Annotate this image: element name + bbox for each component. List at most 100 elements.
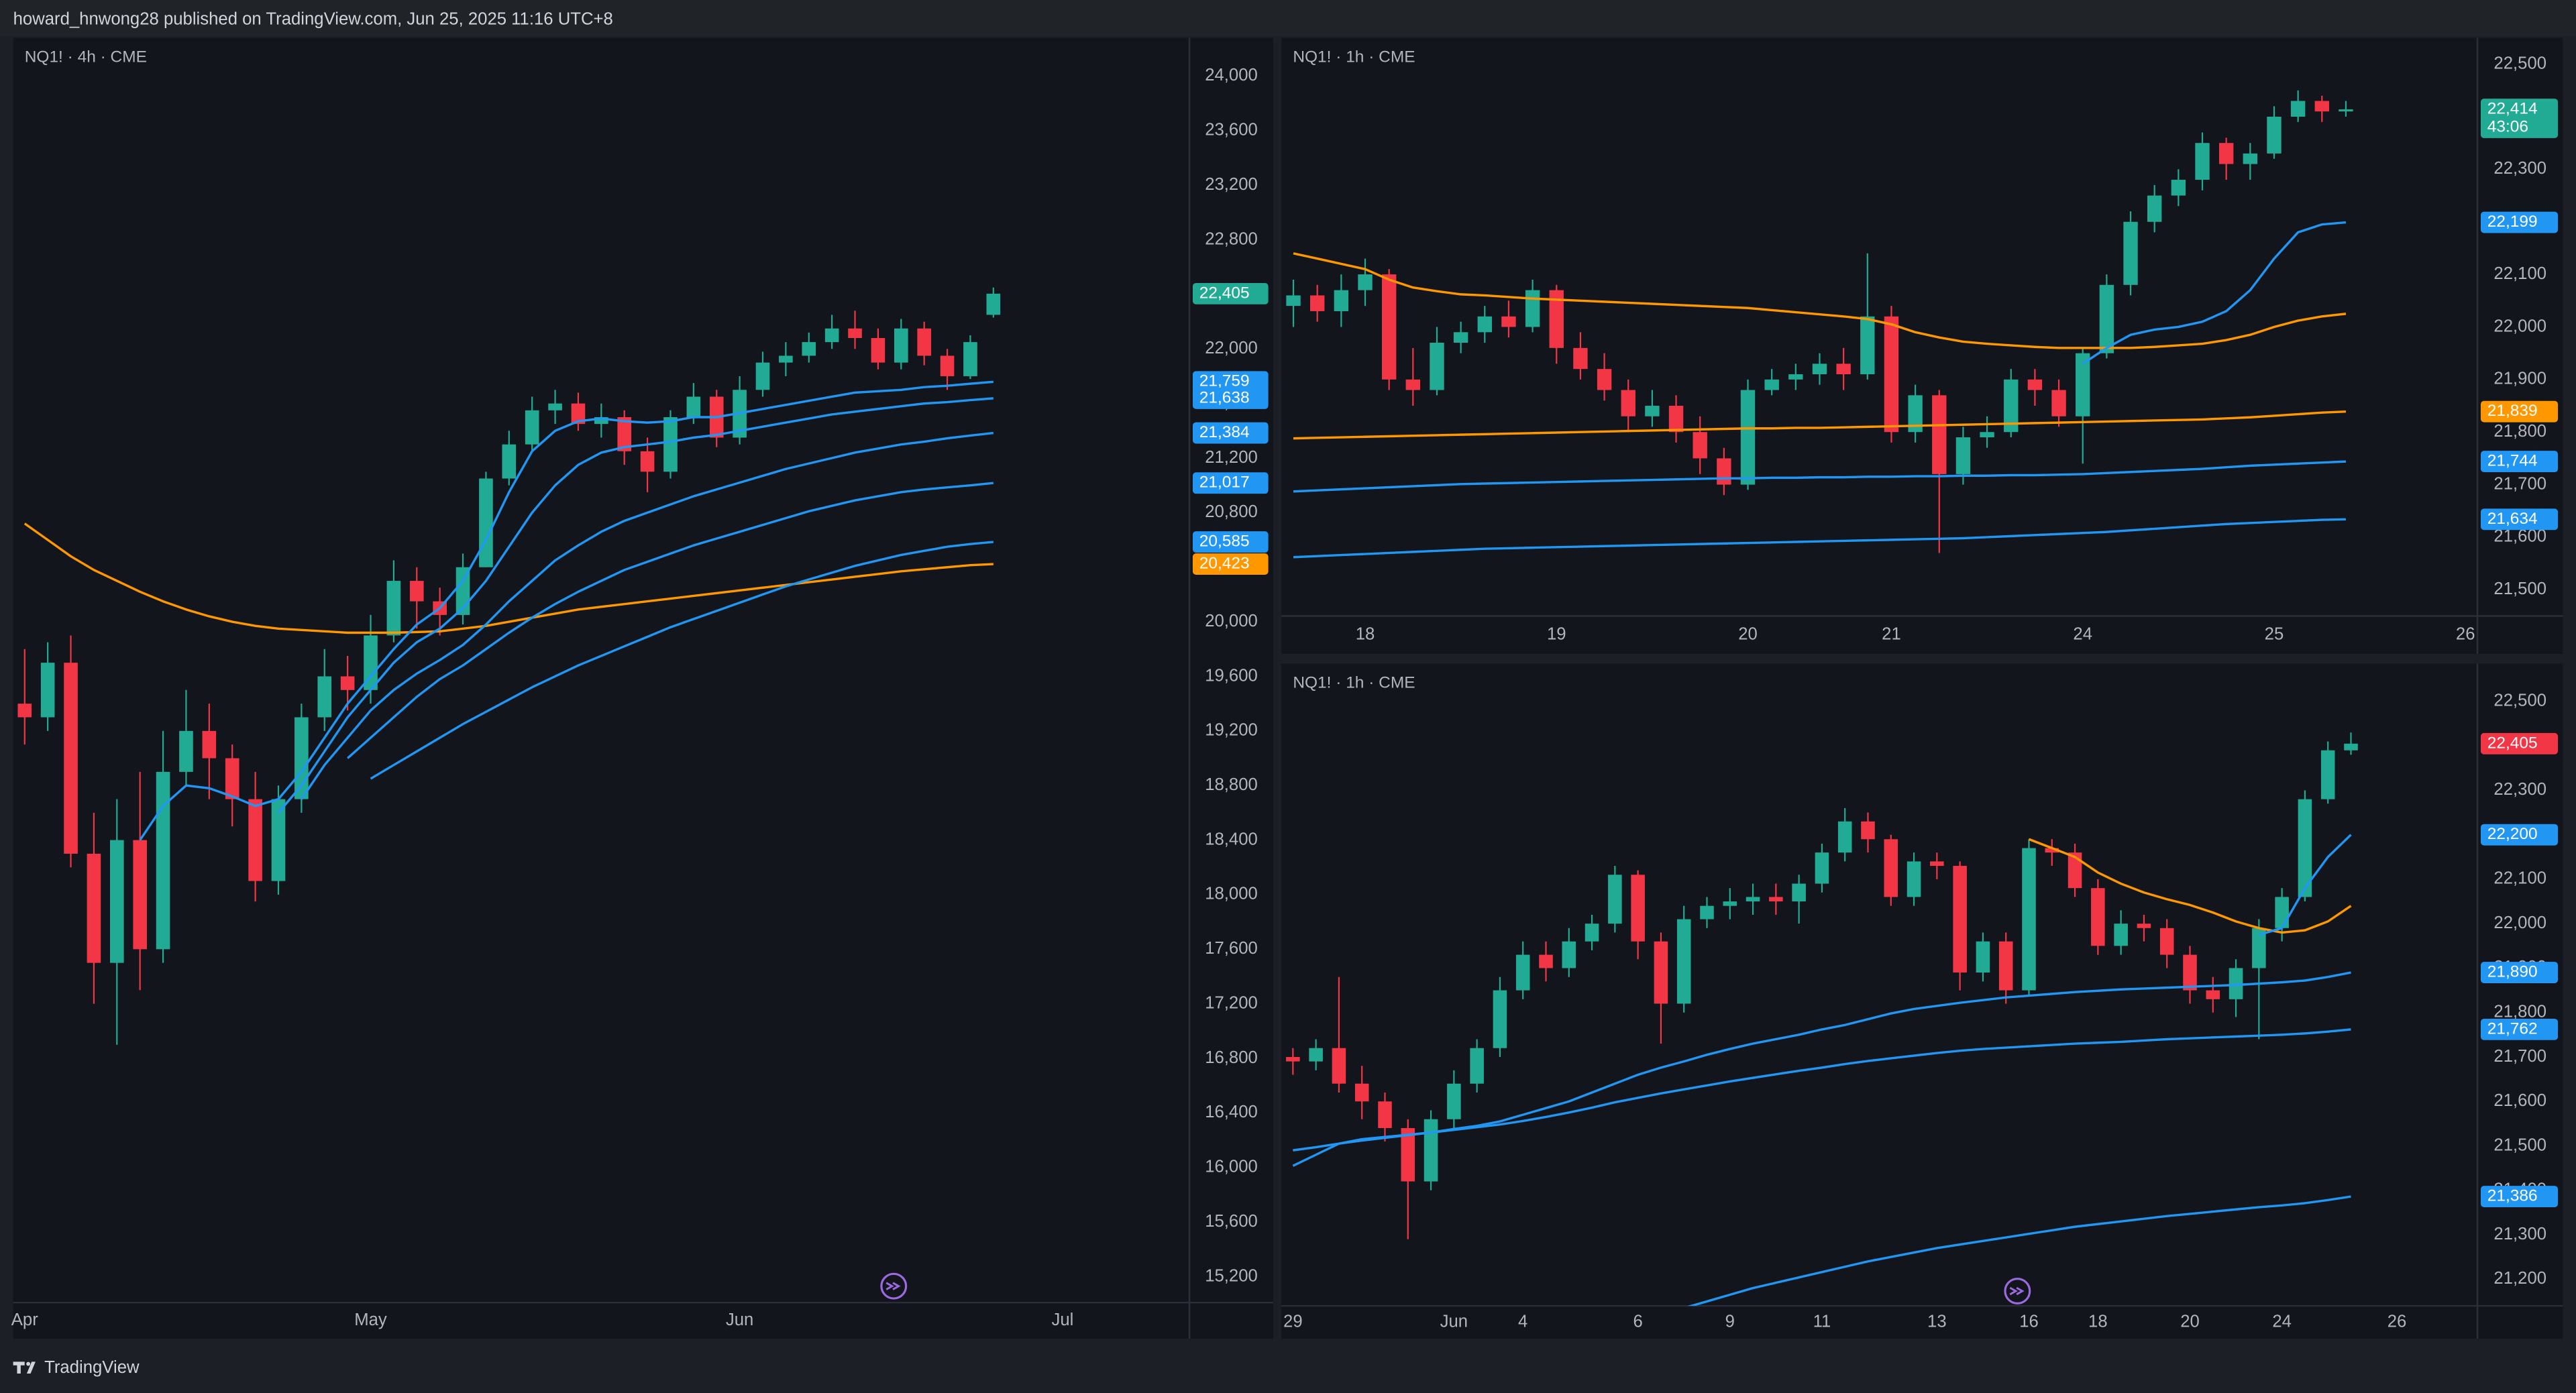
x-tick-label: Jun (1440, 1312, 1468, 1331)
candle-body (2290, 101, 2306, 117)
candle-body (2206, 990, 2220, 999)
header-text: howard_hnwong28 published on TradingView… (13, 9, 613, 28)
candle-body (1788, 374, 1803, 380)
candle-body (1769, 897, 1783, 902)
price-label: 21,384 (1199, 423, 1250, 441)
price-label: 22,199 (2487, 213, 2538, 231)
y-tick-label: 21,300 (2493, 1225, 2546, 1243)
price-label: 21,634 (2487, 510, 2538, 528)
x-tick-label: 9 (1725, 1312, 1735, 1331)
y-tick-label: 22,000 (2493, 913, 2546, 932)
candle-body (640, 451, 655, 472)
y-tick-label: 21,500 (2493, 579, 2546, 598)
candle-body (2183, 954, 2197, 991)
price-label: 21,839 (2487, 402, 2538, 420)
candle-body (2091, 888, 2105, 946)
scroll-icon[interactable] (2004, 1278, 2031, 1304)
candle-body (686, 396, 701, 417)
moving-average-line (1293, 518, 2346, 559)
x-tick-label: 24 (2073, 624, 2092, 643)
price-label: 22,414 (2487, 100, 2538, 118)
x-tick-label: 20 (2180, 1312, 2200, 1331)
y-tick-label: 22,000 (1205, 339, 1258, 357)
candle-body (1717, 458, 1731, 485)
candle-body (2195, 143, 2210, 180)
candle-body (1453, 332, 1468, 343)
y-tick-label: 16,000 (1205, 1158, 1258, 1176)
moving-average-line (1293, 460, 2347, 493)
candle-body (1562, 941, 1576, 968)
candle-body (248, 799, 262, 881)
candle-body (1621, 390, 1635, 416)
price-label-box (2480, 824, 2559, 846)
x-tick-label: 11 (1813, 1312, 1831, 1331)
price-label-box (1192, 531, 1269, 553)
candle-body (1430, 342, 1444, 390)
candle-body (317, 676, 332, 718)
x-tick-label: 26 (2387, 1312, 2407, 1331)
candle-body (2068, 852, 2082, 889)
y-tick-label: 21,700 (2493, 474, 2546, 493)
candle-body (1477, 316, 1492, 333)
candle-body (340, 676, 355, 690)
y-tick-label: 21,600 (2493, 1091, 2546, 1110)
moving-average-line (346, 482, 994, 759)
price-label-box (1192, 553, 1269, 575)
candle-body (940, 355, 955, 376)
plot-area (1286, 732, 2358, 1306)
candle-body (871, 337, 885, 363)
moving-average-line (2082, 221, 2347, 365)
x-tick-label: 16 (2019, 1312, 2039, 1331)
candle-body (1812, 364, 1827, 375)
y-tick-label: 21,700 (2493, 1047, 2546, 1066)
candle-body (2099, 284, 2114, 353)
price-label-box (2480, 732, 2559, 755)
candle-body (64, 663, 78, 854)
chart-panel: 21,20021,30021,40021,50021,60021,70021,8… (1281, 663, 2563, 1339)
x-tick-label: 24 (2272, 1312, 2292, 1331)
x-tick-label: 21 (1882, 624, 1901, 643)
candle-body (1447, 1083, 1461, 1119)
y-tick-label: 23,200 (1205, 175, 1258, 194)
moving-average-line (2028, 838, 2352, 934)
price-label-box (2480, 962, 2559, 983)
candle-body (1597, 369, 1612, 390)
candle-body (1746, 897, 1760, 902)
candle-body (571, 403, 586, 425)
moving-average-line (1293, 410, 2347, 440)
candle-body (87, 853, 101, 963)
moving-average-line (1293, 252, 2347, 349)
price-label: 20,423 (1199, 555, 1250, 573)
candle-body (1424, 1119, 1438, 1182)
candle-body (2314, 101, 2329, 112)
candle-body (2344, 743, 2358, 750)
candle-body (2267, 117, 2282, 154)
candle-body (1405, 379, 1421, 390)
y-tick-label: 16,800 (1205, 1048, 1258, 1067)
candle-body (1815, 852, 1829, 884)
candle-body (663, 416, 678, 472)
candle-body (2076, 353, 2090, 416)
candle-body (1980, 432, 1994, 438)
candle-body (1549, 290, 1564, 348)
candle-body (1907, 861, 1921, 897)
x-tick-label: Jun (726, 1311, 753, 1329)
candle-body (2123, 221, 2138, 285)
candle-body (1493, 990, 1507, 1048)
candle-body (963, 342, 977, 376)
candle-body (2339, 109, 2353, 112)
price-label: 21,386 (2487, 1187, 2538, 1205)
chart-title: NQ1! · 1h · CME (1293, 48, 1415, 66)
y-tick-label: 18,800 (1205, 775, 1258, 794)
scroll-icon[interactable] (880, 1272, 908, 1300)
candle-body (1976, 941, 1990, 973)
y-tick-label: 15,200 (1205, 1266, 1258, 1285)
candle-body (1501, 316, 1516, 327)
y-tick-label: 24,000 (1205, 66, 1258, 85)
y-tick-label: 18,400 (1205, 830, 1258, 848)
candle-body (409, 581, 424, 602)
price-label-box (2480, 1186, 2559, 1207)
price-label: 22,405 (1199, 284, 1250, 302)
candle-body (133, 840, 148, 950)
candle-body (386, 581, 401, 636)
